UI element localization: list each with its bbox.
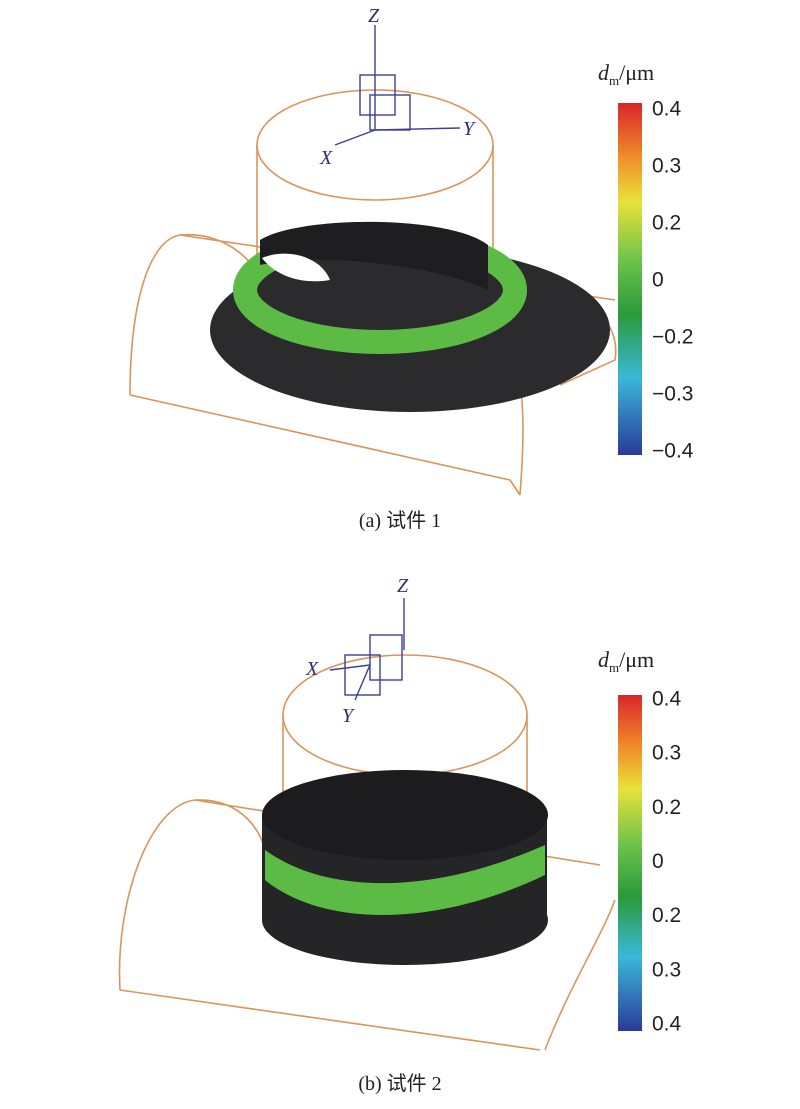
axis-label: Z bbox=[368, 5, 380, 27]
colorbar-tick-label: 0.4 bbox=[652, 98, 682, 121]
colorbar-title: dm/μm bbox=[598, 60, 654, 88]
axis-label: Y bbox=[342, 705, 355, 727]
panel-a: Z Y X dm/μm 0.4 0.3 0.2 0 −0.2 −0.3 −0.4 (a) 试… bbox=[129, 5, 694, 532]
caption: (a) 试件 1 bbox=[359, 509, 441, 532]
panel-b: Z X Y dm/μm 0.4 0.3 0.2 0 0.2 0.3 0.4 (b) 试件 2 bbox=[118, 575, 682, 1095]
subscript: m bbox=[609, 73, 619, 88]
unit: /μm bbox=[619, 647, 654, 672]
colorbar-ticks: 0.4 0.3 0.2 0 −0.2 −0.3 −0.4 bbox=[652, 98, 694, 463]
colorbar bbox=[618, 103, 642, 455]
symbol: d bbox=[598, 60, 610, 85]
model-render bbox=[118, 598, 616, 1051]
colorbar bbox=[618, 695, 642, 1031]
caption: (b) 试件 2 bbox=[358, 1072, 441, 1095]
unit: /μm bbox=[619, 60, 654, 85]
colorbar-tick-label: 0.2 bbox=[652, 212, 681, 235]
colorbar-tick-label: −0.2 bbox=[652, 326, 693, 349]
colorbar-tick-label: 0.3 bbox=[652, 155, 681, 178]
colorbar-tick-label: 0.2 bbox=[652, 796, 681, 819]
colorbar-tick-label: 0 bbox=[652, 269, 664, 292]
colorbar-tick-label: 0.4 bbox=[652, 688, 682, 711]
axis-label: X bbox=[319, 147, 333, 169]
axis-label: Z bbox=[397, 575, 409, 597]
colorbar-tick-label: −0.3 bbox=[652, 383, 693, 406]
colorbar-title: dm/μm bbox=[598, 647, 654, 675]
colorbar-tick-label: 0.3 bbox=[652, 958, 681, 981]
colorbar-tick-label: 0.2 bbox=[652, 904, 681, 927]
subscript: m bbox=[609, 660, 619, 675]
colorbar-ticks: 0.4 0.3 0.2 0 0.2 0.3 0.4 bbox=[652, 688, 682, 1036]
colorbar-tick-label: 0.3 bbox=[652, 742, 681, 765]
axis-label: X bbox=[305, 658, 319, 680]
colorbar-tick-label: 0.4 bbox=[652, 1013, 682, 1036]
axis-label: Y bbox=[463, 118, 476, 140]
model-render bbox=[129, 25, 617, 496]
symbol: d bbox=[598, 647, 610, 672]
colorbar-tick-label: 0 bbox=[652, 850, 664, 873]
colorbar-tick-label: −0.4 bbox=[652, 440, 694, 463]
